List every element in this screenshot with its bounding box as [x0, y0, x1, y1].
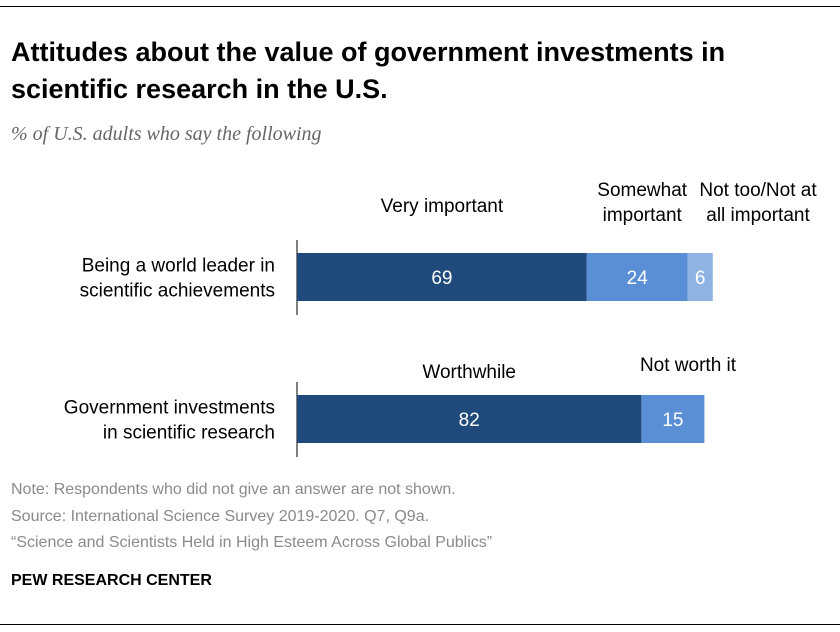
segment-header-label: important — [603, 205, 683, 226]
segment-header-label: Somewhat — [597, 180, 687, 201]
data-label: 15 — [662, 410, 683, 431]
segment-header-label: all important — [706, 205, 810, 226]
brand-logo-text: PEW RESEARCH CENTER — [11, 572, 212, 589]
chart-title: Attitudes about the value of government … — [11, 37, 726, 104]
footer-note: Note: Respondents who did not give an an… — [11, 481, 456, 498]
segment-header-label: Not too/Not at — [699, 180, 817, 201]
data-label: 24 — [627, 268, 649, 289]
segment-header-label: Very important — [381, 196, 504, 217]
bar-segment — [586, 253, 688, 301]
bottom-rule — [0, 624, 840, 625]
category-label: Being a world leader in — [82, 256, 275, 277]
bar-segment — [297, 395, 642, 443]
segment-header-label: Not worth it — [640, 355, 737, 376]
category-label: in scientific research — [103, 423, 275, 444]
category-label: scientific achievements — [80, 281, 275, 302]
top-rule — [0, 6, 840, 7]
category-label: Government investments — [64, 398, 275, 419]
data-label: 69 — [431, 268, 452, 289]
data-label: 6 — [695, 268, 706, 289]
chart-subtitle: % of U.S. adults who say the following — [11, 123, 322, 145]
segment-header-label: Worthwhile — [422, 362, 516, 383]
bar-segment — [687, 253, 713, 301]
data-label: 82 — [459, 410, 480, 431]
bar-segment — [641, 395, 705, 443]
footer-source: Source: International Science Survey 201… — [11, 508, 430, 525]
bar-segment — [297, 253, 587, 301]
footer-report: “Science and Scientists Held in High Est… — [11, 534, 493, 551]
stacked-bar-chart: Being a world leader in scientific achiev… — [64, 180, 817, 457]
